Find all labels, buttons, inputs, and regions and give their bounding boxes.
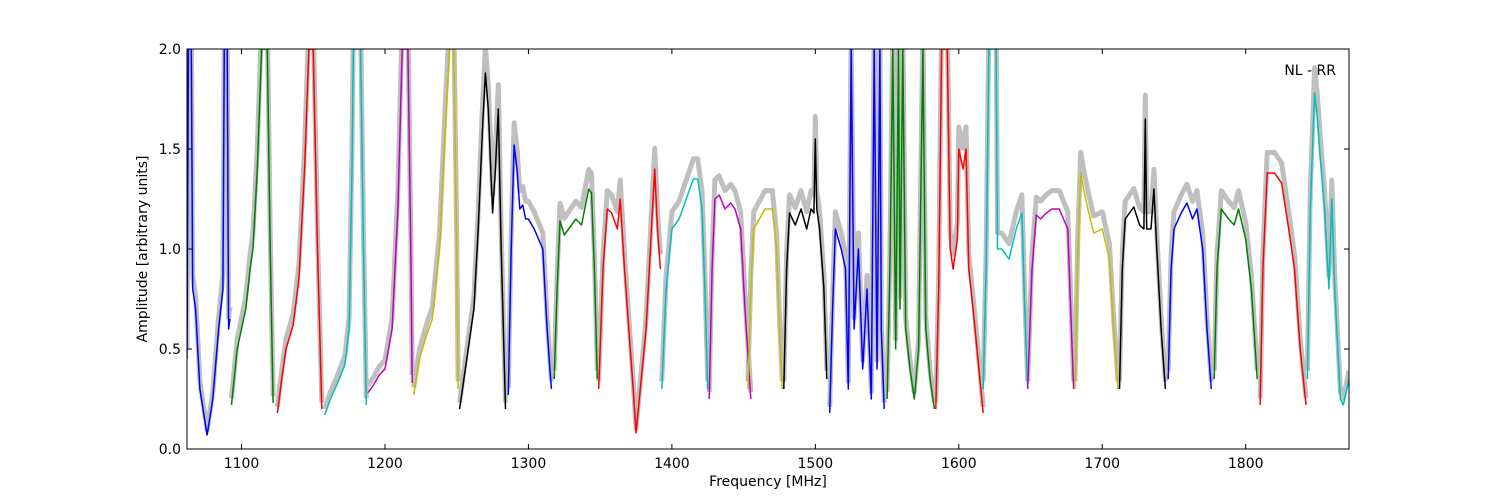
y-tick-label: 0.5	[159, 342, 181, 358]
y-tick-label: 1.5	[159, 142, 181, 158]
series-line-14	[828, 49, 885, 414]
x-tick-label: 1500	[798, 456, 834, 472]
x-axis-label: Frequency [MHz]	[709, 474, 827, 490]
series-line-2	[276, 49, 323, 414]
x-tick-label: 1600	[941, 456, 977, 472]
y-axis-label: Amplitude [arbitrary units]	[135, 156, 151, 343]
series-line-0	[187, 49, 231, 436]
envelope-band-6	[457, 49, 508, 403]
x-tick-label: 1100	[224, 456, 260, 472]
series-line-12	[747, 208, 784, 390]
series-line-22	[1213, 208, 1258, 380]
x-tick-label: 1400	[654, 456, 690, 472]
series-line-16	[935, 49, 984, 414]
y-tick-label: 2.0	[159, 42, 181, 58]
x-tick-label: 1700	[1084, 456, 1120, 472]
series-line-9	[597, 168, 662, 434]
series-line-3	[323, 49, 368, 416]
axis-ticks: 1100 1200 1300 1400 1500 1600 1700 1800 0.0 0.5 1.…	[159, 42, 1349, 472]
envelope-band-13	[781, 113, 830, 382]
series-line-13	[783, 138, 828, 390]
series-line-23	[1259, 172, 1307, 406]
series-line-18	[1026, 208, 1075, 390]
series-line-10	[661, 178, 709, 390]
series-line-20	[1118, 118, 1167, 390]
x-tick-label: 1800	[1228, 456, 1264, 472]
y-tick-label: 1.0	[159, 242, 181, 258]
x-tick-label: 1300	[511, 456, 547, 472]
series-lines	[187, 49, 1349, 436]
envelope-band-7	[505, 120, 554, 388]
series-line-1	[230, 49, 274, 406]
y-tick-label: 0.0	[159, 442, 181, 458]
x-tick-label: 1200	[367, 456, 403, 472]
envelope-band-22	[1211, 188, 1260, 371]
series-line-17	[982, 49, 1029, 390]
series-line-11	[708, 194, 752, 400]
series-line-15	[886, 49, 936, 410]
envelope-band-24	[1304, 65, 1349, 401]
series-line-19	[1074, 172, 1119, 390]
series-line-4	[367, 49, 413, 394]
series-line-5	[412, 49, 459, 396]
series-line-6	[458, 72, 507, 410]
series-line-7	[507, 144, 553, 396]
panel-annotation: NL - RR	[1284, 63, 1336, 79]
series-line-24	[1306, 92, 1349, 406]
series-line-8	[553, 188, 599, 380]
series-line-21	[1167, 202, 1213, 390]
